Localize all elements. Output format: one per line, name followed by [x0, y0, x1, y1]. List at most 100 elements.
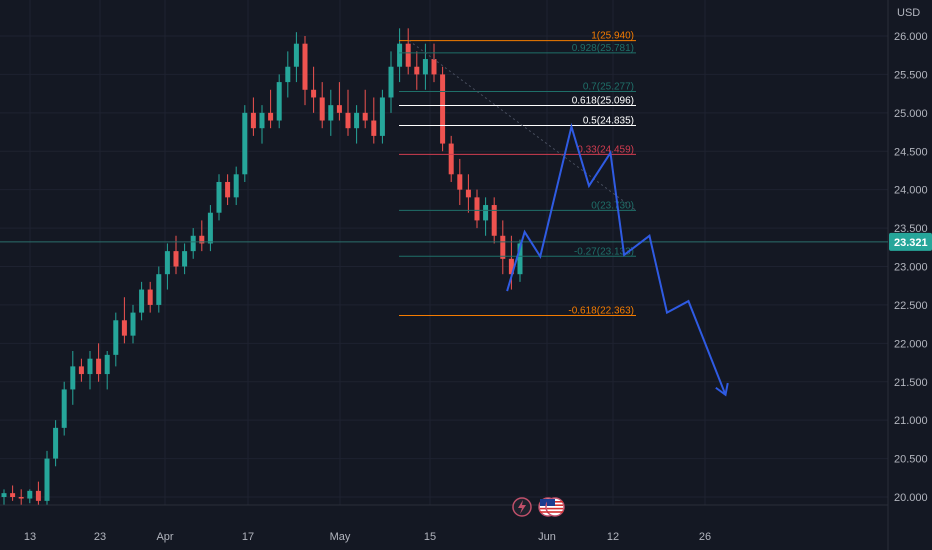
candle-body — [18, 497, 24, 499]
candle-body — [336, 105, 342, 113]
candle-body — [483, 205, 489, 221]
candle-body — [1, 493, 7, 497]
candle-body — [268, 112, 274, 121]
candle-body — [10, 493, 16, 497]
fib-level-label: 1(25.940) — [591, 31, 634, 42]
candle-body — [388, 66, 394, 98]
candle-body — [285, 66, 291, 83]
time-tick-label: Apr — [156, 531, 173, 543]
grid — [0, 0, 889, 550]
fib-level-label: 0(23.730) — [591, 200, 634, 211]
candle-body — [379, 97, 385, 136]
candle-body — [233, 174, 239, 198]
candle-body — [139, 289, 145, 313]
projection-path[interactable] — [506, 122, 729, 397]
us-flag-stripe — [547, 511, 563, 513]
candle-body — [500, 235, 506, 259]
fib-level-label: 0.33(24.459) — [577, 144, 634, 155]
candle-body — [422, 59, 428, 75]
candle-body — [27, 490, 33, 499]
candle-body — [225, 181, 231, 198]
candle-body — [61, 389, 67, 428]
fib-level-label: 0.7(25.277) — [583, 82, 634, 93]
candle-body — [405, 43, 411, 67]
price-tick-label: 25.500 — [894, 69, 928, 81]
fibonacci-retracement[interactable]: 1(25.940)0.928(25.781) 0.7(25.277) 0.618(2… — [399, 31, 637, 317]
candle-body — [121, 320, 127, 336]
fib-level-label: 0.928(25.781) — [572, 43, 634, 54]
candle-body — [182, 251, 188, 267]
candle-body — [207, 212, 213, 244]
lightning-icon-bolt — [518, 500, 526, 514]
price-tick-label: 21.000 — [894, 415, 928, 427]
current-price-badge-bg — [889, 232, 932, 251]
candle-body — [242, 112, 248, 175]
time-axis[interactable]: 13 23 Apr 17 May 15 Jun 12 26 — [24, 531, 711, 543]
candle-body — [199, 235, 205, 244]
candle-body — [508, 258, 514, 275]
projection-arrowhead — [715, 382, 729, 397]
candle-body — [440, 74, 446, 144]
candle-body — [87, 358, 93, 375]
candle-body — [70, 366, 76, 390]
projection-polyline[interactable] — [506, 122, 727, 396]
candle-body — [164, 251, 170, 275]
candle-body — [276, 82, 282, 121]
time-tick-label: 13 — [24, 531, 36, 543]
candle-body — [414, 66, 420, 75]
event-markers[interactable] — [512, 497, 565, 517]
us-flag-event-icon[interactable] — [538, 497, 565, 517]
price-tick-label: 20.500 — [894, 454, 928, 466]
candle-body — [259, 112, 265, 129]
candle-body — [354, 112, 360, 129]
candle-body — [190, 235, 196, 252]
price-axis-bg — [889, 0, 932, 550]
price-tick-label: 25.000 — [894, 108, 928, 120]
candle-body — [517, 243, 523, 275]
candlestick-series — [0, 28, 888, 505]
candle-body — [397, 43, 403, 67]
candle-body — [311, 89, 317, 98]
fib-level-label: -0.618(22.363) — [568, 305, 634, 316]
candle-body — [448, 143, 454, 175]
price-tick-label: 26.000 — [894, 31, 928, 43]
currency-label: USD — [897, 7, 920, 19]
time-tick-label: 15 — [424, 531, 436, 543]
candle-body — [362, 112, 368, 121]
fib-trend-line[interactable] — [408, 40, 637, 211]
candle-body — [96, 358, 102, 375]
price-tick-label: 24.500 — [894, 146, 928, 158]
candle-body — [216, 181, 222, 213]
us-flag-stripe — [547, 507, 563, 510]
time-tick-label: Jun — [538, 531, 556, 543]
time-tick-label: 26 — [699, 531, 711, 543]
price-tick-label: 20.000 — [894, 492, 928, 504]
us-flag-canton — [547, 499, 555, 506]
candle-body — [173, 251, 179, 267]
candle-body — [345, 112, 351, 129]
candle-body — [431, 59, 437, 75]
price-tick-label: 22.000 — [894, 338, 928, 350]
price-tick-label: 23.500 — [894, 223, 928, 235]
fib-level-label: -0.27(23.133) — [574, 246, 634, 257]
lightning-icon[interactable] — [512, 497, 532, 517]
candle-body — [156, 274, 162, 305]
candle-body — [53, 427, 59, 459]
fib-level-label: 0.5(24.835) — [583, 116, 634, 127]
candle-body — [44, 458, 50, 501]
price-axis[interactable]: USD 26.000 25.500 25.000 24.500 24.000 23.500 2… — [889, 0, 932, 550]
candle-body — [465, 189, 471, 198]
candle-body — [371, 120, 377, 136]
current-price-value: 23.321 — [894, 237, 928, 249]
candle-body — [293, 43, 299, 67]
candle-body — [250, 112, 256, 129]
candle-body — [130, 312, 136, 336]
candle-body — [35, 490, 41, 501]
candle-body — [113, 320, 119, 355]
candle-body — [474, 197, 480, 221]
candle-body — [319, 97, 325, 121]
time-tick-label: 12 — [607, 531, 619, 543]
candle-body — [147, 289, 153, 305]
